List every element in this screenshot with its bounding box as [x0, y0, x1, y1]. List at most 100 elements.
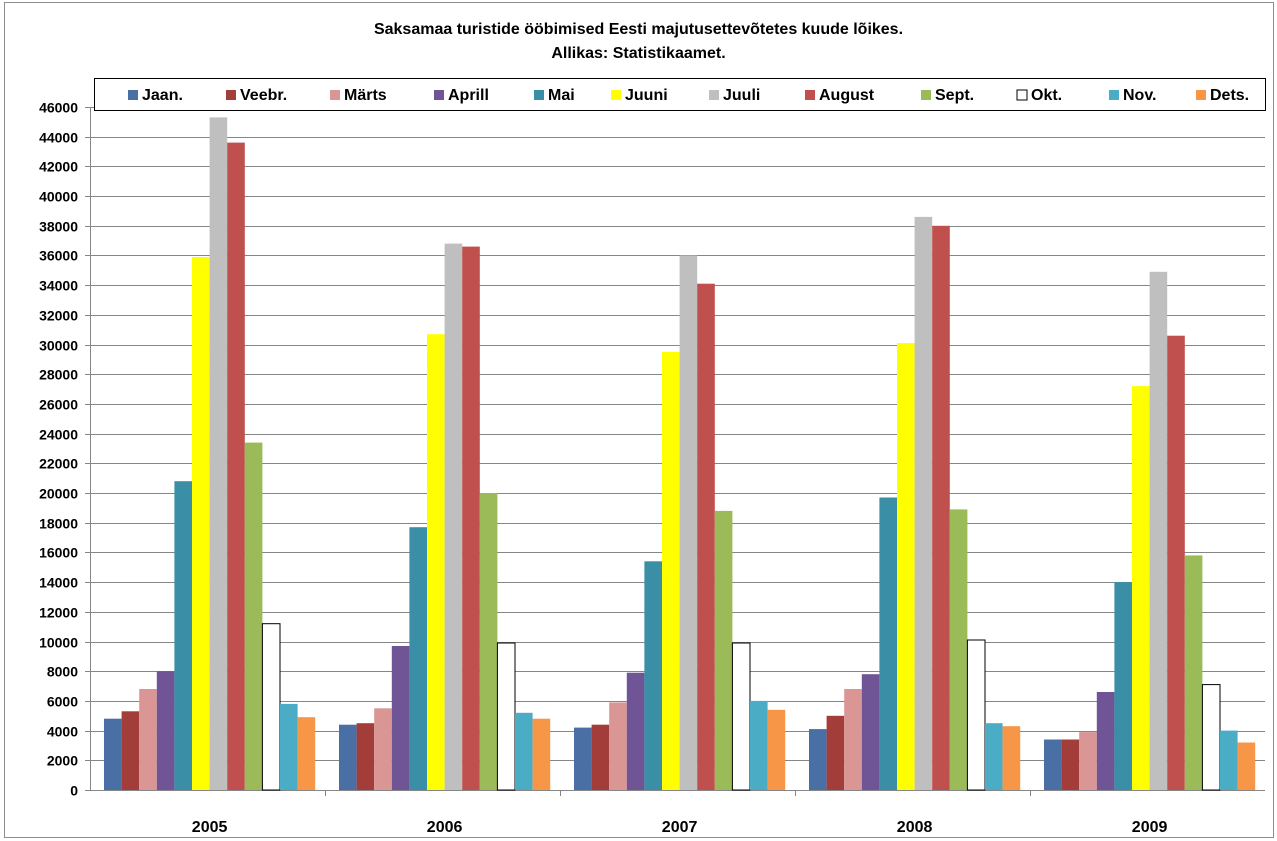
y-tick-label: 28000 — [39, 367, 78, 383]
bar — [261, 623, 281, 791]
legend-label: Nov. — [1123, 87, 1156, 104]
chart-title-block: Saksamaa turistide ööbimised Eesti majut… — [0, 18, 1277, 66]
legend-label: Dets. — [1210, 87, 1249, 104]
bar — [1061, 739, 1080, 790]
y-tick-label: 4000 — [47, 724, 78, 740]
y-tick-label: 30000 — [39, 338, 78, 354]
bar — [574, 727, 592, 790]
x-tick-label: 2007 — [662, 819, 698, 836]
y-tick-label: 20000 — [39, 486, 78, 502]
bar — [861, 674, 880, 790]
bar — [174, 481, 192, 790]
legend-label: Mai — [548, 87, 575, 104]
bar — [1114, 582, 1132, 790]
y-tick-label: 36000 — [39, 248, 78, 264]
legend-label: Aprill — [448, 87, 489, 104]
bar — [826, 715, 845, 790]
bar — [932, 225, 950, 791]
y-tick-label: 8000 — [47, 664, 78, 680]
legend-swatch — [534, 90, 544, 100]
bar — [644, 561, 662, 790]
bar — [662, 352, 680, 790]
x-tick-label: 2008 — [897, 819, 933, 836]
bar — [1237, 742, 1256, 790]
bar — [297, 717, 316, 790]
chart-subtitle: Allikas: Statistikaamet. — [551, 45, 726, 62]
bar — [139, 689, 157, 790]
legend-swatch — [128, 90, 138, 100]
bar — [104, 718, 122, 790]
bar — [697, 283, 715, 790]
bar — [1079, 732, 1097, 790]
bar — [156, 671, 175, 790]
legend-swatch — [611, 90, 621, 100]
legend-label: Juuli — [723, 87, 760, 104]
legend-label: Veebr. — [240, 87, 287, 104]
bar — [244, 442, 263, 790]
y-tick-label: 24000 — [39, 427, 78, 443]
y-tick-label: 2000 — [47, 753, 78, 769]
bar — [949, 509, 968, 790]
legend-label: Okt. — [1031, 87, 1062, 104]
y-tick-label: 10000 — [39, 635, 78, 651]
bar — [844, 689, 862, 790]
bar — [609, 702, 627, 790]
bar — [731, 642, 751, 791]
bar — [532, 718, 551, 790]
bar — [356, 723, 375, 790]
bar — [914, 216, 933, 790]
y-tick-label: 32000 — [39, 308, 78, 324]
legend-swatch — [805, 90, 815, 100]
bar — [966, 639, 986, 791]
legend-swatch — [1016, 89, 1028, 101]
bar — [767, 709, 786, 790]
x-tick-label: 2009 — [1132, 819, 1168, 836]
y-tick-label: 42000 — [39, 159, 78, 175]
legend-label: Jaan. — [142, 87, 183, 104]
bar — [591, 724, 610, 790]
bar — [427, 334, 445, 790]
bar — [339, 724, 357, 790]
bar — [1184, 555, 1203, 790]
y-tick-label: 6000 — [47, 694, 78, 710]
bar — [897, 343, 915, 790]
x-tick-label: 2006 — [427, 819, 463, 836]
legend-label: August — [819, 87, 875, 104]
y-tick-label: 34000 — [39, 278, 78, 294]
legend-swatch — [434, 90, 444, 100]
bar — [462, 246, 480, 791]
legend-swatch — [1196, 90, 1206, 100]
bar — [985, 723, 1003, 790]
y-tick-label: 38000 — [39, 219, 78, 235]
bar — [496, 642, 516, 791]
bar — [809, 729, 827, 790]
bar — [879, 497, 897, 790]
bar — [209, 117, 228, 790]
bar — [192, 257, 210, 790]
bar — [1096, 692, 1115, 790]
chart-title: Saksamaa turistide ööbimised Eesti majut… — [373, 21, 904, 38]
bar — [479, 493, 498, 790]
legend-label: Märts — [344, 87, 387, 104]
legend-swatch — [921, 90, 931, 100]
bar — [515, 712, 533, 790]
y-tick-label: 0 — [70, 783, 78, 799]
bar — [626, 672, 645, 790]
bar — [227, 142, 245, 791]
y-tick-label: 22000 — [39, 456, 78, 472]
bar — [679, 255, 698, 790]
bar — [1220, 730, 1238, 790]
bar — [750, 700, 768, 790]
bar — [1044, 739, 1062, 790]
bar — [1149, 271, 1168, 790]
y-tick-label: 14000 — [39, 575, 78, 591]
legend-swatch — [709, 90, 719, 100]
bar — [1167, 335, 1185, 790]
bar — [280, 703, 298, 790]
bar — [409, 527, 427, 790]
y-tick-label: 44000 — [39, 130, 78, 146]
y-tick-label: 18000 — [39, 516, 78, 532]
legend-label: Sept. — [935, 87, 974, 104]
legend-swatch — [226, 90, 236, 100]
